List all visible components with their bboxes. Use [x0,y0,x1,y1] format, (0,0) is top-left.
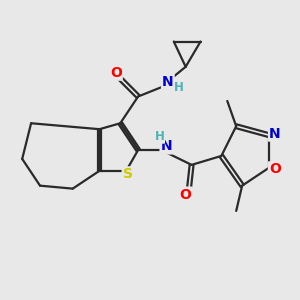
Text: N: N [269,127,281,141]
Text: N: N [162,75,174,88]
Text: S: S [123,167,133,182]
Text: O: O [269,162,281,176]
Text: O: O [180,188,192,202]
Text: H: H [174,81,184,94]
Text: H: H [154,130,164,143]
Text: O: O [110,66,122,80]
Text: N: N [160,140,172,153]
